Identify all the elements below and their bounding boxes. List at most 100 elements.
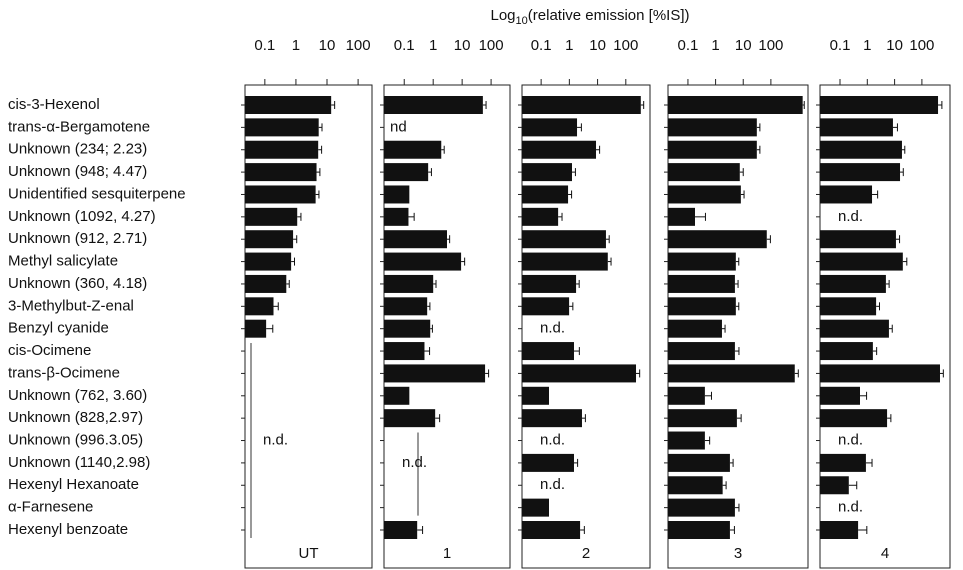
- chart-title: Log10(relative emission [%IS]): [491, 7, 690, 27]
- bar: [384, 185, 410, 204]
- category-label: trans-β-Ocimene: [8, 364, 120, 381]
- bar: [820, 252, 903, 271]
- bar: [668, 274, 735, 293]
- bar: [522, 409, 582, 428]
- bar: [384, 521, 418, 539]
- category-label: Benzyl cyanide: [8, 320, 109, 337]
- bar: [668, 386, 705, 405]
- bar: [522, 230, 606, 249]
- nd-label: n.d.: [838, 499, 863, 516]
- bar: [668, 521, 730, 539]
- category-label: Unknown (912, 2.71): [8, 230, 147, 247]
- bar: [668, 297, 736, 316]
- bar: [668, 342, 735, 361]
- category-label: 3-Methylbut-Z-enal: [8, 297, 134, 314]
- bar: [245, 230, 294, 249]
- bar: [245, 185, 316, 204]
- bar: [668, 453, 730, 472]
- bar: [820, 342, 873, 361]
- bar: [522, 297, 570, 316]
- bar: [820, 185, 873, 204]
- nd-label: n.d.: [540, 431, 565, 448]
- category-label: cis-Ocimene: [8, 342, 91, 359]
- x-tick-label: 1: [565, 37, 573, 54]
- bar: [384, 342, 425, 361]
- bar: [522, 274, 577, 293]
- bar: [522, 140, 597, 159]
- x-tick-label: 10: [735, 37, 752, 54]
- category-label: Unknown (762, 3.60): [8, 387, 147, 404]
- bar: [522, 521, 581, 539]
- bar: [820, 409, 888, 428]
- title-sub: 10: [516, 15, 528, 27]
- bar: [384, 163, 429, 182]
- category-label: Hexenyl Hexanoate: [8, 476, 139, 493]
- bar: [668, 319, 722, 338]
- bar: [245, 163, 317, 182]
- category-label: Unknown (828,2.97): [8, 409, 143, 426]
- bar: [668, 207, 695, 226]
- bar: [668, 431, 705, 450]
- category-label: Unknown (360, 4.18): [8, 275, 147, 292]
- category-label: Methyl salicylate: [8, 253, 118, 270]
- panel-label: 4: [881, 545, 889, 562]
- bar: [522, 364, 637, 383]
- bar: [245, 207, 298, 226]
- bar: [245, 140, 319, 159]
- bar: [820, 319, 889, 338]
- bar: [668, 498, 735, 517]
- bar: [820, 230, 896, 249]
- x-tick-label: 0.1: [678, 37, 699, 54]
- bar: [522, 342, 574, 361]
- nd-label: nd: [390, 118, 407, 135]
- bar: [668, 96, 803, 114]
- bar: [820, 140, 902, 159]
- bar: [384, 96, 483, 114]
- bar: [668, 252, 736, 271]
- bar: [384, 297, 428, 316]
- bar: [820, 118, 893, 137]
- bar: [668, 140, 757, 159]
- bar: [820, 96, 939, 114]
- bar: [384, 409, 436, 428]
- panel-label: 3: [734, 545, 742, 562]
- bar: [522, 185, 569, 204]
- category-label: α-Farnesene: [8, 499, 93, 516]
- category-label: Unknown (234; 2.23): [8, 141, 147, 158]
- bar: [522, 118, 578, 137]
- bar: [668, 364, 795, 383]
- x-tick-label: 0.1: [394, 37, 415, 54]
- bar: [820, 297, 877, 316]
- nd-label: n.d.: [838, 431, 863, 448]
- bar: [522, 498, 549, 517]
- bar: [668, 163, 740, 182]
- bar: [245, 252, 292, 271]
- bar: [820, 364, 940, 383]
- panel-frame: [521, 84, 651, 569]
- bar: [245, 274, 287, 293]
- bar: [668, 230, 767, 249]
- category-label: Unknown (1140,2.98): [8, 454, 150, 471]
- bar: [245, 118, 319, 137]
- category-label: Hexenyl benzoate: [8, 521, 128, 538]
- x-tick-label: 0.1: [254, 37, 275, 54]
- x-tick-label: 10: [589, 37, 606, 54]
- bar: [668, 118, 757, 137]
- nd-label: n.d.: [263, 431, 288, 448]
- x-tick-label: 10: [886, 37, 903, 54]
- x-tick-label: 1: [711, 37, 719, 54]
- x-tick-label: 100: [479, 37, 504, 54]
- bar: [668, 476, 723, 495]
- bar: [384, 230, 447, 249]
- bar: [820, 521, 859, 539]
- x-tick-label: 100: [613, 37, 638, 54]
- title-rest: (relative emission [%IS]): [528, 7, 690, 24]
- category-label: Unknown (1092, 4.27): [8, 208, 156, 225]
- bar: [522, 252, 608, 271]
- x-tick-label: 1: [292, 37, 300, 54]
- panel-label: 2: [582, 545, 590, 562]
- x-tick-label: 100: [758, 37, 783, 54]
- bar: [820, 163, 901, 182]
- bar: [820, 453, 866, 472]
- category-label: Unknown (996.3.05): [8, 431, 143, 448]
